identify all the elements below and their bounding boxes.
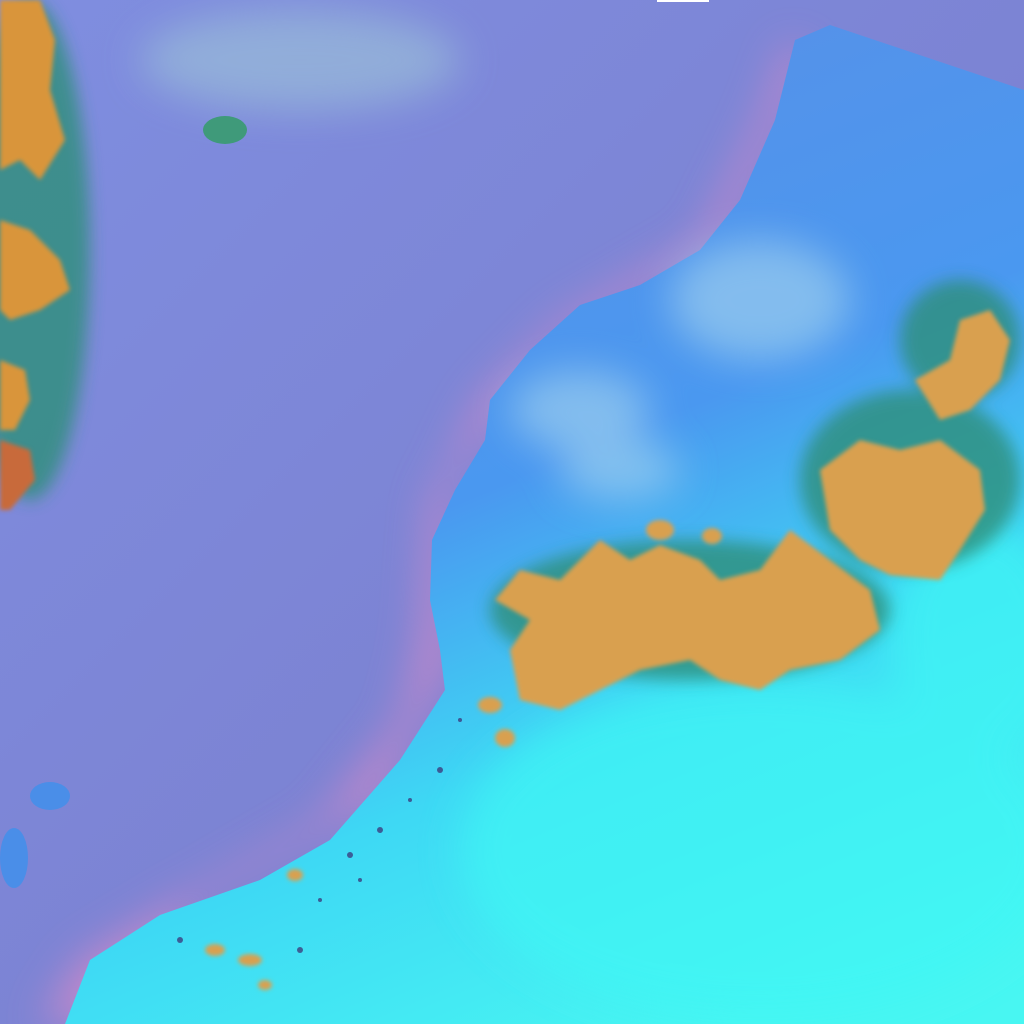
dark-speckles	[177, 718, 462, 953]
canary-islands	[0, 116, 247, 888]
haze	[140, 10, 850, 500]
desert-cyan	[460, 520, 1024, 1020]
clouds-atlas	[205, 310, 1010, 990]
clouds-left-edge	[0, 0, 70, 510]
top-marker	[657, 0, 709, 2]
